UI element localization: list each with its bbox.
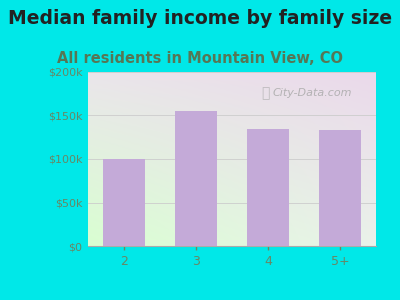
Text: All residents in Mountain View, CO: All residents in Mountain View, CO — [57, 51, 343, 66]
Text: ⓘ: ⓘ — [261, 86, 269, 100]
Bar — [319, 130, 361, 246]
Text: City-Data.com: City-Data.com — [273, 88, 352, 98]
Text: Median family income by family size: Median family income by family size — [8, 9, 392, 28]
Bar — [175, 111, 217, 246]
Bar — [247, 128, 289, 246]
Bar — [103, 159, 145, 246]
